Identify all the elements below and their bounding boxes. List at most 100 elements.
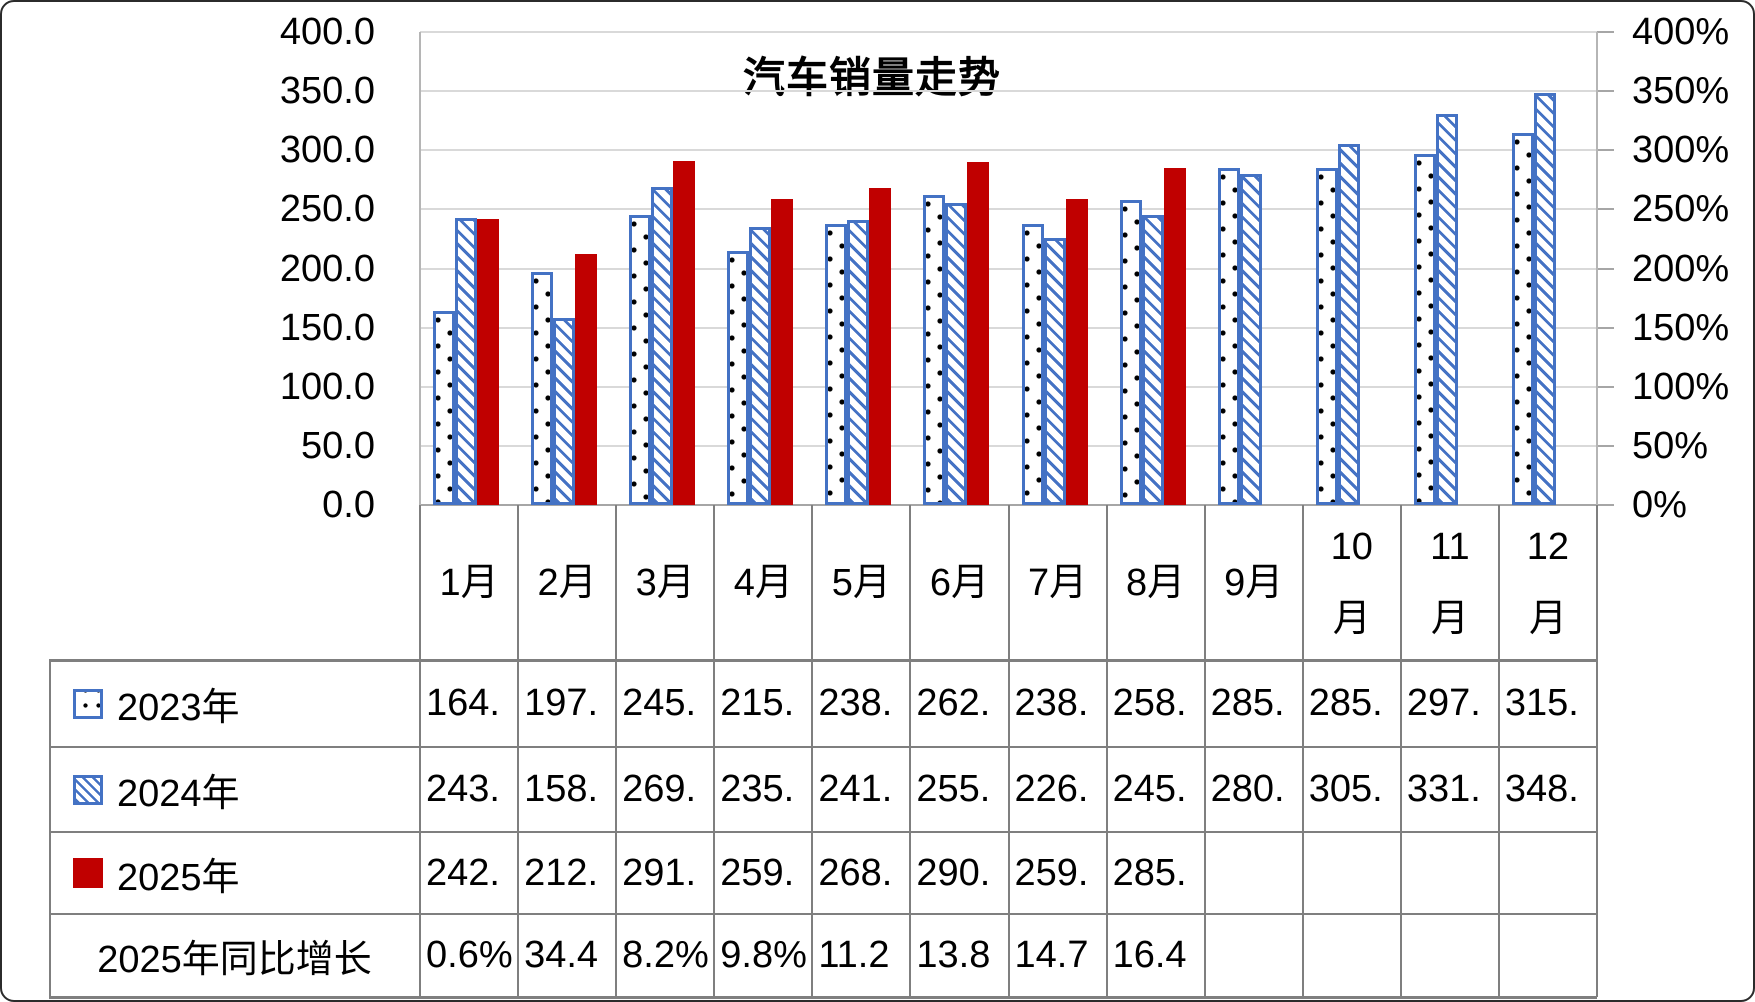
left-axis-tick-label: 250.0: [279, 188, 375, 231]
right-axis-tick: [1597, 385, 1614, 388]
month-label-line: 5月: [831, 561, 891, 604]
table-cell-2023年-9月: 285.: [1210, 682, 1285, 724]
table-cell-growth-3月: 8.2%: [622, 934, 709, 976]
table-column-border: [517, 505, 520, 997]
left-axis-tick-label: 150.0: [279, 306, 375, 349]
plot-gridline: [420, 149, 1597, 152]
table-cell-2025年-7月: 259.: [1014, 851, 1089, 894]
right-axis-tick-label: 300%: [1632, 129, 1730, 172]
bar-2023年-2月[interactable]: [531, 272, 554, 505]
bar-2024年-6月[interactable]: [945, 203, 968, 505]
table-cell-2024年-10月: 305.: [1308, 768, 1383, 810]
bar-2024年-2月[interactable]: [553, 318, 576, 505]
bar-2023年-4月[interactable]: [727, 250, 750, 505]
bar-2023年-11月[interactable]: [1413, 153, 1436, 505]
bar-2024年-4月[interactable]: [749, 227, 772, 505]
legend-label: 2023年: [117, 687, 240, 729]
bar-2025年-6月[interactable]: [967, 162, 990, 505]
plot-gridline: [420, 90, 1597, 93]
table-cell-2024年-6月: 255.: [916, 768, 991, 810]
table-column-border: [419, 505, 421, 997]
table-cell-growth-5月: 11.2: [818, 934, 890, 976]
bar-2024年-9月[interactable]: [1239, 173, 1262, 505]
table-column-border: [1497, 505, 1500, 997]
month-label-3月: 3月: [616, 505, 714, 660]
plot-gridline: [420, 267, 1597, 270]
bar-2024年-3月[interactable]: [651, 186, 674, 505]
month-label-2月: 2月: [518, 505, 616, 660]
table-cell-growth-9月: [1205, 914, 1303, 997]
table-column-border: [1399, 505, 1402, 997]
bar-2023年-10月[interactable]: [1315, 167, 1338, 505]
table-column-border: [1301, 505, 1304, 997]
right-axis-tick: [1597, 208, 1614, 211]
table-cell-2025年-4月: 259.: [720, 851, 795, 894]
table-row-border: [49, 659, 1597, 662]
bar-2024年-7月[interactable]: [1043, 237, 1066, 505]
legend-row-2024年: 2024年: [49, 747, 420, 832]
month-label-line: 4月: [733, 561, 793, 604]
month-label-line: 6月: [929, 561, 990, 604]
bar-2023年-8月[interactable]: [1119, 199, 1142, 505]
table-cell-2024年-7月: 226.: [1014, 768, 1089, 810]
bar-2025年-2月[interactable]: [575, 254, 598, 505]
table-cell-2025年-10月: [1303, 832, 1401, 914]
bar-2024年-11月[interactable]: [1435, 113, 1458, 505]
bar-2025年-3月[interactable]: [673, 160, 696, 505]
table-cell-growth-4月: 9.8%: [720, 934, 807, 976]
bar-2023年-9月[interactable]: [1217, 167, 1240, 505]
bar-2023年-3月[interactable]: [629, 215, 652, 505]
month-label-1月: 1月: [420, 505, 518, 660]
right-axis-tick: [1597, 267, 1614, 270]
table-cell-2025年-5月: 268.: [818, 851, 893, 894]
month-label-line: 7月: [1027, 561, 1088, 604]
bar-2024年-8月[interactable]: [1141, 215, 1164, 505]
legend-key-2023年: [73, 688, 103, 719]
month-label-7月: 7月: [1009, 505, 1107, 660]
left-axis-tick-label: 200.0: [279, 247, 375, 290]
right-axis-tick: [1597, 90, 1614, 93]
bar-2025年-7月[interactable]: [1065, 198, 1088, 505]
table-cell-2023年-8月: 258.: [1112, 682, 1187, 724]
month-label-line: 月: [1332, 597, 1371, 640]
bar-2023年-6月[interactable]: [923, 195, 946, 505]
table-cell-2024年-8月: 245.: [1112, 768, 1187, 810]
bar-2023年-7月[interactable]: [1021, 223, 1044, 505]
left-axis-tick-label: 350.0: [279, 70, 375, 113]
legend-label: 2024年: [117, 773, 240, 815]
bar-2025年-5月[interactable]: [869, 188, 892, 505]
month-label-9月: 9月: [1205, 505, 1303, 660]
table-column-border: [909, 505, 912, 997]
bar-2025年-4月[interactable]: [771, 198, 794, 505]
bar-2024年-10月[interactable]: [1337, 144, 1360, 505]
table-cell-2023年-10月: 285.: [1308, 682, 1383, 724]
table-cell-2023年-5月: 238.: [818, 682, 893, 724]
month-label-4月: 4月: [714, 505, 812, 660]
bar-2024年-5月[interactable]: [847, 220, 870, 505]
month-label-line: 月: [1528, 597, 1567, 640]
table-cell-2024年-1月: 243.: [426, 768, 500, 810]
chart-title[interactable]: 汽车销量走势: [742, 54, 1001, 101]
bar-2023年-5月[interactable]: [825, 223, 848, 505]
table-cell-2023年-11月: 297.: [1406, 682, 1481, 724]
month-label-line: 3月: [635, 561, 695, 604]
right-axis-tick-label: 100%: [1632, 365, 1730, 408]
bar-2023年-12月[interactable]: [1511, 132, 1534, 505]
month-label-line: 1月: [439, 561, 499, 604]
table-cell-growth-7月: 14.7: [1014, 934, 1089, 976]
left-axis-tick-label: 50.0: [301, 424, 375, 467]
bar-2024年-1月[interactable]: [455, 217, 477, 505]
bar-2025年-1月[interactable]: [477, 218, 499, 505]
table-cell-2023年-7月: 238.: [1014, 682, 1089, 724]
table-column-border: [1007, 505, 1010, 997]
table-cell-2025年-8月: 285.: [1112, 851, 1187, 894]
bar-2023年-1月[interactable]: [433, 311, 455, 505]
right-axis-tick: [1597, 444, 1614, 447]
right-axis-tick-label: 400%: [1632, 11, 1730, 53]
bar-2025年-8月[interactable]: [1163, 167, 1186, 505]
table-cell-2025年-11月: [1401, 832, 1499, 914]
bar-2024年-12月[interactable]: [1533, 93, 1556, 505]
left-axis-tick-label: 400.0: [279, 11, 375, 53]
right-axis-tick-label: 50%: [1632, 424, 1709, 467]
table-cell-growth-6月: 13.8: [916, 934, 991, 976]
